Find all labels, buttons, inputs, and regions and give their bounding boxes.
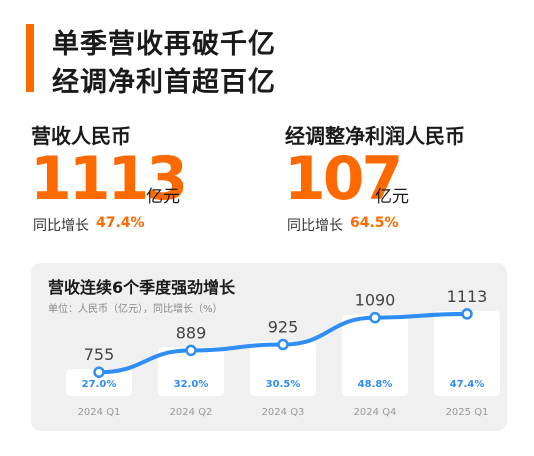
accent-bar xyxy=(26,24,34,92)
category-tick-label: 2024 Q4 xyxy=(354,407,397,418)
chart-panel: 营收连续6个季度强劲增长 单位：人民币（亿元），同比增长（%） 755 27.0%… xyxy=(31,263,507,431)
data-point xyxy=(185,344,197,357)
chart-title: 营收连续6个季度强劲增长 xyxy=(48,278,236,297)
revenue-label: 营收人民币 xyxy=(31,124,131,148)
value-label: 1090 xyxy=(355,291,396,310)
column-bar xyxy=(434,310,500,396)
growth-label: 32.0% xyxy=(174,379,209,390)
net-profit-value: 107 xyxy=(284,144,403,214)
net-profit-label: 经调整净利润人民币 xyxy=(285,124,465,148)
growth-label: 48.8% xyxy=(358,379,393,390)
data-point xyxy=(277,338,289,351)
column-bar xyxy=(250,341,316,396)
column-bar xyxy=(66,369,132,396)
category-tick-label: 2024 Q1 xyxy=(78,407,121,418)
data-point xyxy=(461,308,473,320)
growth-label: 27.0% xyxy=(82,379,117,390)
growth-label: 30.5% xyxy=(266,379,301,390)
net-profit-growth-value: 64.5% xyxy=(350,215,399,231)
value-label: 1113 xyxy=(447,287,488,306)
data-point xyxy=(93,366,105,378)
revenue-value: 1113 xyxy=(30,144,188,214)
headline-line-2: 经调净利首超百亿 xyxy=(52,67,276,98)
net-profit-unit: 亿元 xyxy=(375,187,409,207)
category-tick-label: 2024 Q2 xyxy=(170,407,213,418)
revenue-growth-value: 47.4% xyxy=(96,215,145,231)
value-label: 889 xyxy=(176,323,207,342)
value-label: 755 xyxy=(84,345,115,364)
growth-label: 47.4% xyxy=(450,379,485,390)
chart-subtitle: 单位：人民币（亿元），同比增长（%） xyxy=(48,304,223,315)
value-label: 925 xyxy=(268,318,299,337)
column-bar xyxy=(158,347,224,396)
revenue-unit: 亿元 xyxy=(146,187,180,207)
headline-line-1: 单季营收再破千亿 xyxy=(52,29,276,60)
category-tick-label: 2024 Q3 xyxy=(262,407,305,418)
revenue-line-chart: 755 27.0% 2024 Q1 889 32.0% 2024 Q2 925 30.5% 20… xyxy=(66,287,500,418)
column-bar xyxy=(342,314,408,396)
category-tick-label: 2025 Q1 xyxy=(446,407,489,418)
data-point xyxy=(369,311,381,324)
revenue-growth-label: 同比增长 xyxy=(33,218,89,234)
net-profit-growth-label: 同比增长 xyxy=(287,218,343,234)
